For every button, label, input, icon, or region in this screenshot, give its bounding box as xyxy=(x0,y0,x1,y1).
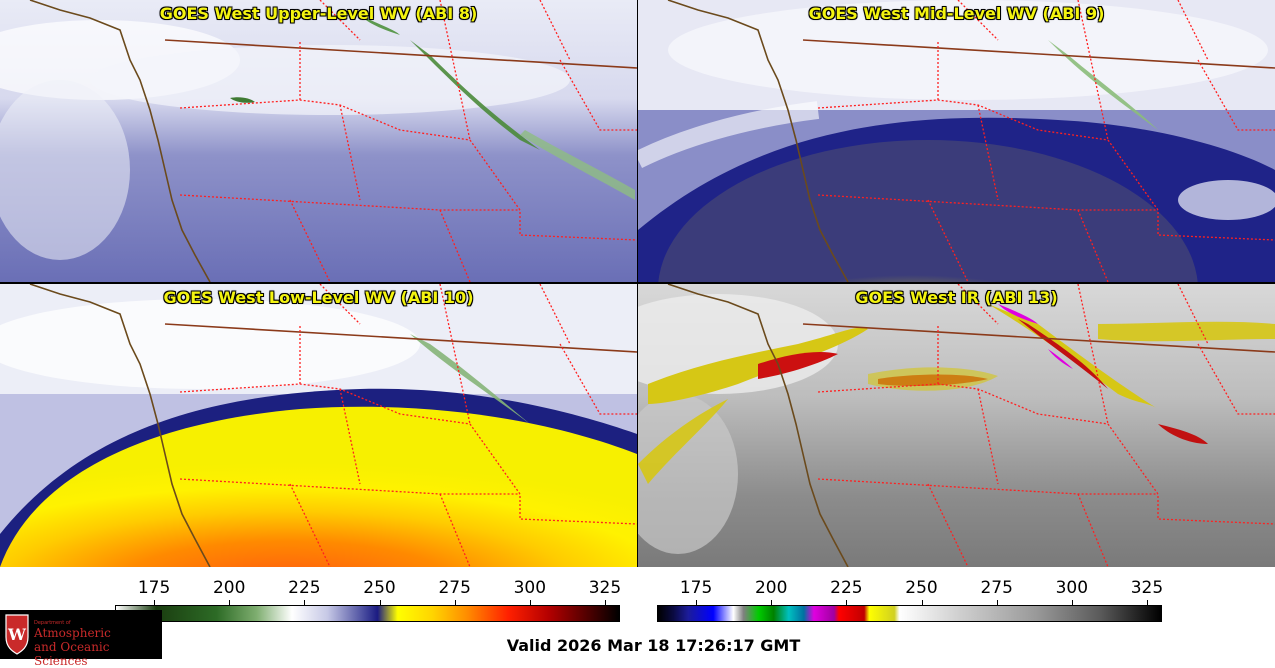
ir-tick-label: 225 xyxy=(830,578,863,598)
logo-department: Department of xyxy=(34,620,71,626)
colorbar-tick-mark xyxy=(771,600,773,605)
svg-text:W: W xyxy=(7,625,27,644)
wv-colorbar-ticks: 175 200 225 250 275 300 325 xyxy=(115,578,622,606)
mid-level-wv-image xyxy=(638,0,1275,282)
wv-colorbar: 175 200 225 250 275 300 325 xyxy=(115,578,622,624)
colorbar-tick-mark xyxy=(304,600,306,605)
ir-colorbar-ticks: 175 200 225 250 275 300 325 xyxy=(657,578,1164,606)
colorbar-tick-mark xyxy=(529,600,531,605)
wv-colorbar-gradient xyxy=(115,605,620,622)
state-borders xyxy=(179,0,637,282)
logo-line1: Atmospheric xyxy=(34,626,111,640)
panel-title: GOES West IR (ABI 13) xyxy=(855,288,1058,307)
low-level-wv-panel: GOES West Low-Level WV (ABI 10) xyxy=(0,284,637,567)
uw-crest-icon: W xyxy=(5,614,29,655)
wv-tick-label: 250 xyxy=(363,578,396,598)
wv-tick-label: 300 xyxy=(513,578,547,598)
colorbar-tick-mark xyxy=(1071,600,1073,605)
colorbar-tick-mark xyxy=(229,600,231,605)
upper-level-wv-panel: GOES West Upper-Level WV (ABI 8) xyxy=(0,0,637,282)
colorbar-tick-mark xyxy=(1146,600,1148,605)
colorbar-tick-mark xyxy=(154,600,156,605)
colorbar-tick-mark xyxy=(604,600,606,605)
ir-tick-label: 250 xyxy=(905,578,938,598)
ir-tick-label: 275 xyxy=(980,578,1013,598)
wv-tick-label: 200 xyxy=(212,578,246,598)
wv-tick-label: 275 xyxy=(438,578,471,598)
panel-title: GOES West Low-Level WV (ABI 10) xyxy=(163,288,474,307)
colorbar-tick-mark xyxy=(696,600,698,605)
colorbar-tick-mark xyxy=(379,600,381,605)
upper-level-wv-image xyxy=(0,0,637,282)
wv-tick-label: 225 xyxy=(288,578,321,598)
wv-tick-label: 175 xyxy=(137,578,171,598)
ir-colorbar-gradient xyxy=(657,605,1162,622)
panel-title: GOES West Mid-Level WV (ABI 9) xyxy=(808,4,1105,23)
colorbar-tick-mark xyxy=(921,600,923,605)
international-border xyxy=(164,39,637,69)
valid-time-label: Valid 2026 Mar 18 17:26:17 GMT xyxy=(506,636,801,655)
low-level-wv-image xyxy=(0,284,637,567)
mid-level-wv-panel: GOES West Mid-Level WV (ABI 9) xyxy=(638,0,1275,282)
colorbar-tick-mark xyxy=(846,600,848,605)
colorbar-tick-mark xyxy=(996,600,998,605)
colorbar-tick-mark xyxy=(454,600,456,605)
ir-panel: GOES West IR (ABI 13) xyxy=(638,284,1275,567)
aos-logo[interactable]: W Department of Atmospheric and Oceanic … xyxy=(0,610,162,668)
ir-tick-label: 325 xyxy=(1130,578,1164,598)
panel-title: GOES West Upper-Level WV (ABI 8) xyxy=(159,4,478,23)
coastline xyxy=(29,0,211,282)
ir-tick-label: 200 xyxy=(754,578,788,598)
panel-divider-horizontal xyxy=(0,282,1275,284)
ir-tick-label: 300 xyxy=(1055,578,1089,598)
ir-image xyxy=(638,284,1275,567)
ir-colorbar: 175 200 225 250 275 300 325 xyxy=(657,578,1164,624)
wv-tick-label: 325 xyxy=(588,578,622,598)
ir-tick-label: 175 xyxy=(679,578,713,598)
